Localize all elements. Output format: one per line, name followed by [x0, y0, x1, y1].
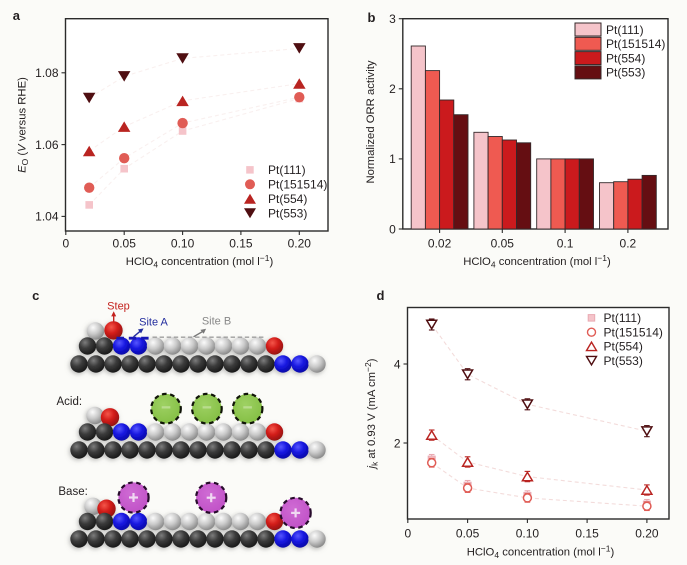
svg-text:0.10: 0.10	[516, 527, 540, 541]
svg-text:0: 0	[404, 527, 411, 541]
svg-text:1.06: 1.06	[35, 138, 59, 152]
svg-text:a: a	[13, 8, 21, 23]
svg-text:Pt(151514): Pt(151514)	[268, 178, 327, 192]
svg-text:Pt(111): Pt(111)	[606, 23, 644, 37]
svg-text:Acid:: Acid:	[57, 396, 83, 408]
svg-text:0.1: 0.1	[557, 237, 574, 251]
svg-text:Normalized ORR activity: Normalized ORR activity	[365, 60, 377, 183]
svg-text:Pt(553): Pt(553)	[268, 207, 307, 221]
svg-text:Pt(554): Pt(554)	[268, 192, 307, 206]
svg-text:Pt(554): Pt(554)	[606, 51, 645, 65]
svg-text:2: 2	[389, 82, 396, 96]
svg-text:0: 0	[389, 222, 396, 236]
svg-text:0.05: 0.05	[491, 237, 515, 251]
svg-text:Pt(553): Pt(553)	[606, 66, 645, 80]
svg-text:Pt(111): Pt(111)	[604, 311, 642, 325]
svg-text:0: 0	[62, 236, 69, 250]
svg-text:1: 1	[389, 152, 396, 166]
svg-text:3: 3	[389, 12, 396, 26]
svg-text:HClO4 concentration (mol l−1): HClO4 concentration (mol l−1)	[467, 544, 615, 561]
svg-text:2: 2	[394, 436, 401, 450]
svg-text:0.20: 0.20	[288, 236, 312, 250]
svg-text:0.02: 0.02	[428, 237, 452, 251]
svg-text:d: d	[377, 288, 385, 303]
svg-text:HClO4 concentration (mol l−1): HClO4 concentration (mol l−1)	[126, 253, 274, 270]
svg-text:Pt(151514): Pt(151514)	[604, 326, 663, 340]
svg-text:EO (V versus RHE): EO (V versus RHE)	[17, 77, 31, 173]
svg-text:HClO4 concentration (mol l−1): HClO4 concentration (mol l−1)	[463, 253, 611, 270]
svg-text:0.05: 0.05	[113, 236, 137, 250]
svg-text:jk at 0.93 V (mA cm−2): jk at 0.93 V (mA cm−2)	[363, 358, 380, 470]
svg-text:0.15: 0.15	[575, 527, 599, 541]
svg-text:0.2: 0.2	[620, 237, 637, 251]
svg-text:0.15: 0.15	[229, 236, 253, 250]
svg-text:Pt(151514): Pt(151514)	[606, 37, 665, 51]
svg-text:c: c	[32, 288, 39, 303]
svg-text:0.05: 0.05	[456, 527, 480, 541]
svg-text:Step: Step	[107, 301, 130, 313]
svg-text:1.08: 1.08	[35, 66, 59, 80]
svg-text:Pt(554): Pt(554)	[604, 340, 643, 354]
svg-text:b: b	[368, 10, 376, 25]
svg-text:Pt(111): Pt(111)	[268, 163, 306, 177]
svg-text:Site B: Site B	[202, 316, 231, 328]
svg-text:Base:: Base:	[58, 486, 87, 498]
svg-text:Site A: Site A	[139, 317, 168, 329]
svg-text:0.10: 0.10	[171, 236, 195, 250]
svg-text:Pt(553): Pt(553)	[604, 354, 643, 368]
svg-text:0.20: 0.20	[635, 527, 659, 541]
svg-text:4: 4	[394, 357, 401, 371]
svg-text:1.04: 1.04	[35, 210, 59, 224]
